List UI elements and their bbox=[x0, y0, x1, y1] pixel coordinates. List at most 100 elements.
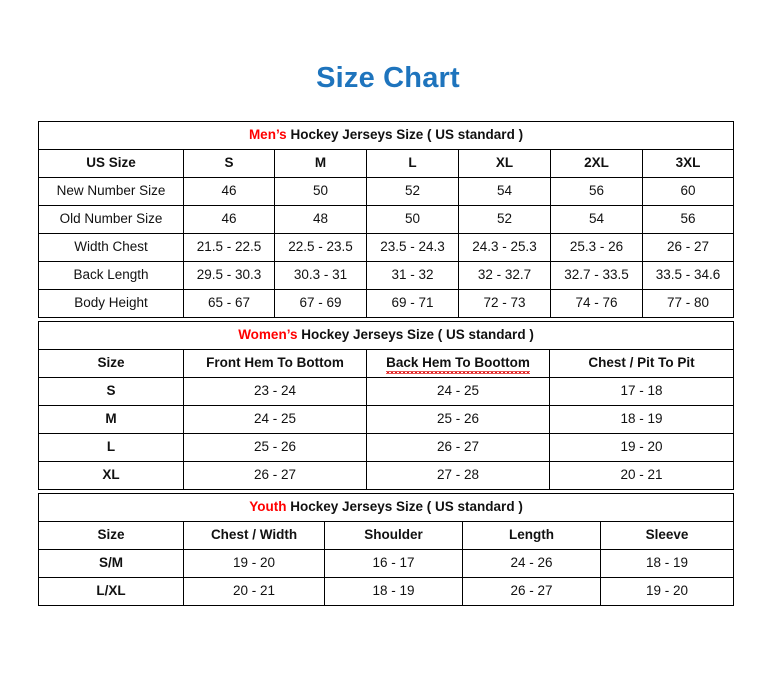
table-row: L/XL 20 - 21 18 - 19 26 - 27 19 - 20 bbox=[38, 577, 735, 606]
mens-row-1-val-4: 54 bbox=[550, 205, 643, 234]
womens-row-0-val-1: 24 - 25 bbox=[366, 377, 550, 406]
womens-row-1-label: M bbox=[38, 405, 184, 434]
youth-col-4: Sleeve bbox=[599, 521, 735, 550]
mens-row-1-val-3: 52 bbox=[458, 205, 551, 234]
womens-row-2-label: L bbox=[38, 433, 184, 462]
youth-row-0-val-1: 16 - 17 bbox=[324, 549, 463, 578]
mens-row-2-val-3: 24.3 - 25.3 bbox=[458, 233, 551, 262]
youth-row-1-val-0: 20 - 21 bbox=[183, 577, 325, 606]
womens-row-2-val-1: 26 - 27 bbox=[366, 433, 550, 462]
table-row: M 24 - 25 25 - 26 18 - 19 bbox=[38, 405, 734, 434]
youth-col-1: Chest / Width bbox=[183, 521, 325, 550]
column-header-row: Size Chest / Width Shoulder Length Sleev… bbox=[38, 521, 735, 550]
table-row: New Number Size 46 50 52 54 56 60 bbox=[38, 177, 734, 206]
table-row: XL 26 - 27 27 - 28 20 - 21 bbox=[38, 461, 734, 490]
mens-col-3: L bbox=[366, 149, 459, 178]
mens-row-0-val-5: 60 bbox=[642, 177, 734, 206]
mens-row-4-val-5: 77 - 80 bbox=[642, 289, 734, 318]
mens-col-6: 3XL bbox=[642, 149, 734, 178]
mens-row-3-val-4: 32.7 - 33.5 bbox=[550, 261, 643, 290]
womens-col-2: Back Hem To Boottom bbox=[366, 349, 550, 378]
section-header-row: Youth Hockey Jerseys Size ( US standard … bbox=[37, 493, 735, 522]
mens-row-3-val-1: 30.3 - 31 bbox=[274, 261, 367, 290]
mens-col-5: 2XL bbox=[550, 149, 643, 178]
womens-row-1-val-0: 24 - 25 bbox=[183, 405, 367, 434]
mens-row-0-val-3: 54 bbox=[458, 177, 551, 206]
mens-row-1-val-5: 56 bbox=[642, 205, 734, 234]
mens-col-0: US Size bbox=[38, 149, 184, 178]
youth-row-1-val-3: 19 - 20 bbox=[599, 577, 735, 606]
mens-row-3-val-2: 31 - 32 bbox=[366, 261, 459, 290]
womens-row-1-val-2: 18 - 19 bbox=[549, 405, 734, 434]
youth-section-accent: Youth bbox=[249, 499, 287, 515]
youth-row-1-label: L/XL bbox=[38, 577, 184, 606]
womens-row-0-val-2: 17 - 18 bbox=[549, 377, 734, 406]
mens-col-2: M bbox=[274, 149, 367, 178]
mens-col-4: XL bbox=[458, 149, 551, 178]
womens-row-2-val-2: 19 - 20 bbox=[549, 433, 734, 462]
womens-row-3-val-2: 20 - 21 bbox=[549, 461, 734, 490]
youth-row-0-val-2: 24 - 26 bbox=[462, 549, 601, 578]
mens-row-4-label: Body Height bbox=[38, 289, 184, 318]
table-row: S 23 - 24 24 - 25 17 - 18 bbox=[38, 377, 734, 406]
mens-row-1-label: Old Number Size bbox=[38, 205, 184, 234]
table-row: S/M 19 - 20 16 - 17 24 - 26 18 - 19 bbox=[38, 549, 735, 578]
youth-row-1-val-2: 26 - 27 bbox=[462, 577, 601, 606]
mens-row-2-val-2: 23.5 - 24.3 bbox=[366, 233, 459, 262]
womens-row-1-val-1: 25 - 26 bbox=[366, 405, 550, 434]
table-row: Old Number Size 46 48 50 52 54 56 bbox=[38, 205, 734, 234]
mens-section-accent: Men’s bbox=[248, 127, 287, 143]
youth-col-3: Length bbox=[462, 521, 601, 550]
size-tables-container: Men’s Hockey Jerseys Size ( US standard … bbox=[37, 121, 735, 606]
mens-row-0-val-0: 46 bbox=[183, 177, 275, 206]
womens-row-3-label: XL bbox=[38, 461, 184, 490]
womens-col-3: Chest / Pit To Pit bbox=[549, 349, 734, 378]
misspelled-column-text: Back Hem To Boottom bbox=[386, 355, 530, 374]
table-row: Width Chest 21.5 - 22.5 22.5 - 23.5 23.5… bbox=[38, 233, 734, 262]
mens-row-0-val-1: 50 bbox=[274, 177, 367, 206]
mens-size-table: Men’s Hockey Jerseys Size ( US standard … bbox=[38, 121, 734, 318]
mens-row-0-val-2: 52 bbox=[366, 177, 459, 206]
youth-section-header: Youth Hockey Jerseys Size ( US standard … bbox=[37, 493, 735, 522]
youth-row-0-label: S/M bbox=[38, 549, 184, 578]
section-header-row: Women’s Hockey Jerseys Size ( US standar… bbox=[38, 321, 734, 350]
womens-section-rest: Hockey Jerseys Size ( US standard ) bbox=[297, 327, 534, 343]
mens-row-3-val-0: 29.5 - 30.3 bbox=[183, 261, 275, 290]
section-header-row: Men’s Hockey Jerseys Size ( US standard … bbox=[38, 121, 734, 150]
youth-section-rest: Hockey Jerseys Size ( US standard ) bbox=[286, 499, 523, 515]
mens-section-rest: Hockey Jerseys Size ( US standard ) bbox=[286, 127, 524, 143]
mens-row-3-val-3: 32 - 32.7 bbox=[458, 261, 551, 290]
mens-row-0-val-4: 56 bbox=[550, 177, 643, 206]
mens-row-3-val-5: 33.5 - 34.6 bbox=[642, 261, 734, 290]
table-row: Back Length 29.5 - 30.3 30.3 - 31 31 - 3… bbox=[38, 261, 734, 290]
womens-col-0: Size bbox=[38, 349, 184, 378]
youth-col-2: Shoulder bbox=[324, 521, 463, 550]
mens-row-3-label: Back Length bbox=[38, 261, 184, 290]
mens-row-1-val-0: 46 bbox=[183, 205, 275, 234]
mens-row-4-val-2: 69 - 71 bbox=[366, 289, 459, 318]
womens-section-accent: Women’s bbox=[238, 327, 298, 343]
table-row: L 25 - 26 26 - 27 19 - 20 bbox=[38, 433, 734, 462]
mens-row-4-val-0: 65 - 67 bbox=[183, 289, 275, 318]
mens-row-4-val-3: 72 - 73 bbox=[458, 289, 551, 318]
womens-col-1: Front Hem To Bottom bbox=[183, 349, 367, 378]
womens-row-0-val-0: 23 - 24 bbox=[183, 377, 367, 406]
mens-row-1-val-1: 48 bbox=[274, 205, 367, 234]
youth-size-table: Youth Hockey Jerseys Size ( US standard … bbox=[37, 493, 735, 606]
youth-row-0-val-3: 18 - 19 bbox=[599, 549, 735, 578]
youth-row-1-val-1: 18 - 19 bbox=[324, 577, 463, 606]
column-header-row: Size Front Hem To Bottom Back Hem To Boo… bbox=[38, 349, 734, 378]
mens-row-1-val-2: 50 bbox=[366, 205, 459, 234]
mens-section-header: Men’s Hockey Jerseys Size ( US standard … bbox=[38, 121, 734, 150]
page-title: Size Chart bbox=[316, 62, 460, 94]
womens-size-table: Women’s Hockey Jerseys Size ( US standar… bbox=[38, 321, 734, 490]
table-row: Body Height 65 - 67 67 - 69 69 - 71 72 -… bbox=[38, 289, 734, 318]
womens-row-3-val-0: 26 - 27 bbox=[183, 461, 367, 490]
mens-row-4-val-4: 74 - 76 bbox=[550, 289, 643, 318]
mens-row-2-val-0: 21.5 - 22.5 bbox=[183, 233, 275, 262]
womens-section-header: Women’s Hockey Jerseys Size ( US standar… bbox=[38, 321, 734, 350]
mens-row-4-val-1: 67 - 69 bbox=[274, 289, 367, 318]
mens-row-0-label: New Number Size bbox=[38, 177, 184, 206]
youth-col-0: Size bbox=[38, 521, 184, 550]
